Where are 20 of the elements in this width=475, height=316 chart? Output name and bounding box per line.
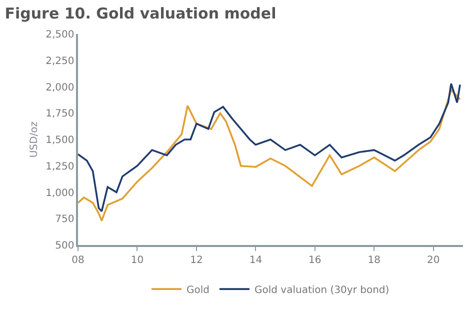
y-tick-label: 1,500 [46,135,74,146]
x-tick-label: 12 [190,254,203,266]
x-tick-label: 18 [368,254,381,266]
legend-label: Gold [186,284,210,296]
x-tick-label: 10 [130,254,144,266]
y-tick-label: 1,250 [46,161,74,172]
y-tick-label: 2,000 [46,82,74,94]
x-tick-label: 16 [308,254,322,266]
y-tick-label: 2,500 [46,30,74,40]
y-axis-title: USD/oz [29,121,40,158]
y-tick-label: 1,000 [46,188,74,199]
x-tick-label: 14 [249,254,262,266]
x-tick-label: 08 [72,254,84,266]
y-tick-label: 750 [55,214,74,226]
y-tick-label: 500 [55,240,74,252]
y-tick-label: 2,250 [46,56,74,67]
x-tick-label: 20 [427,254,440,266]
y-tick-label: 1,750 [46,108,74,120]
legend-label: Gold valuation (30yr bond) [254,284,390,296]
chart-title: Figure 10. Gold valuation model [4,4,276,22]
